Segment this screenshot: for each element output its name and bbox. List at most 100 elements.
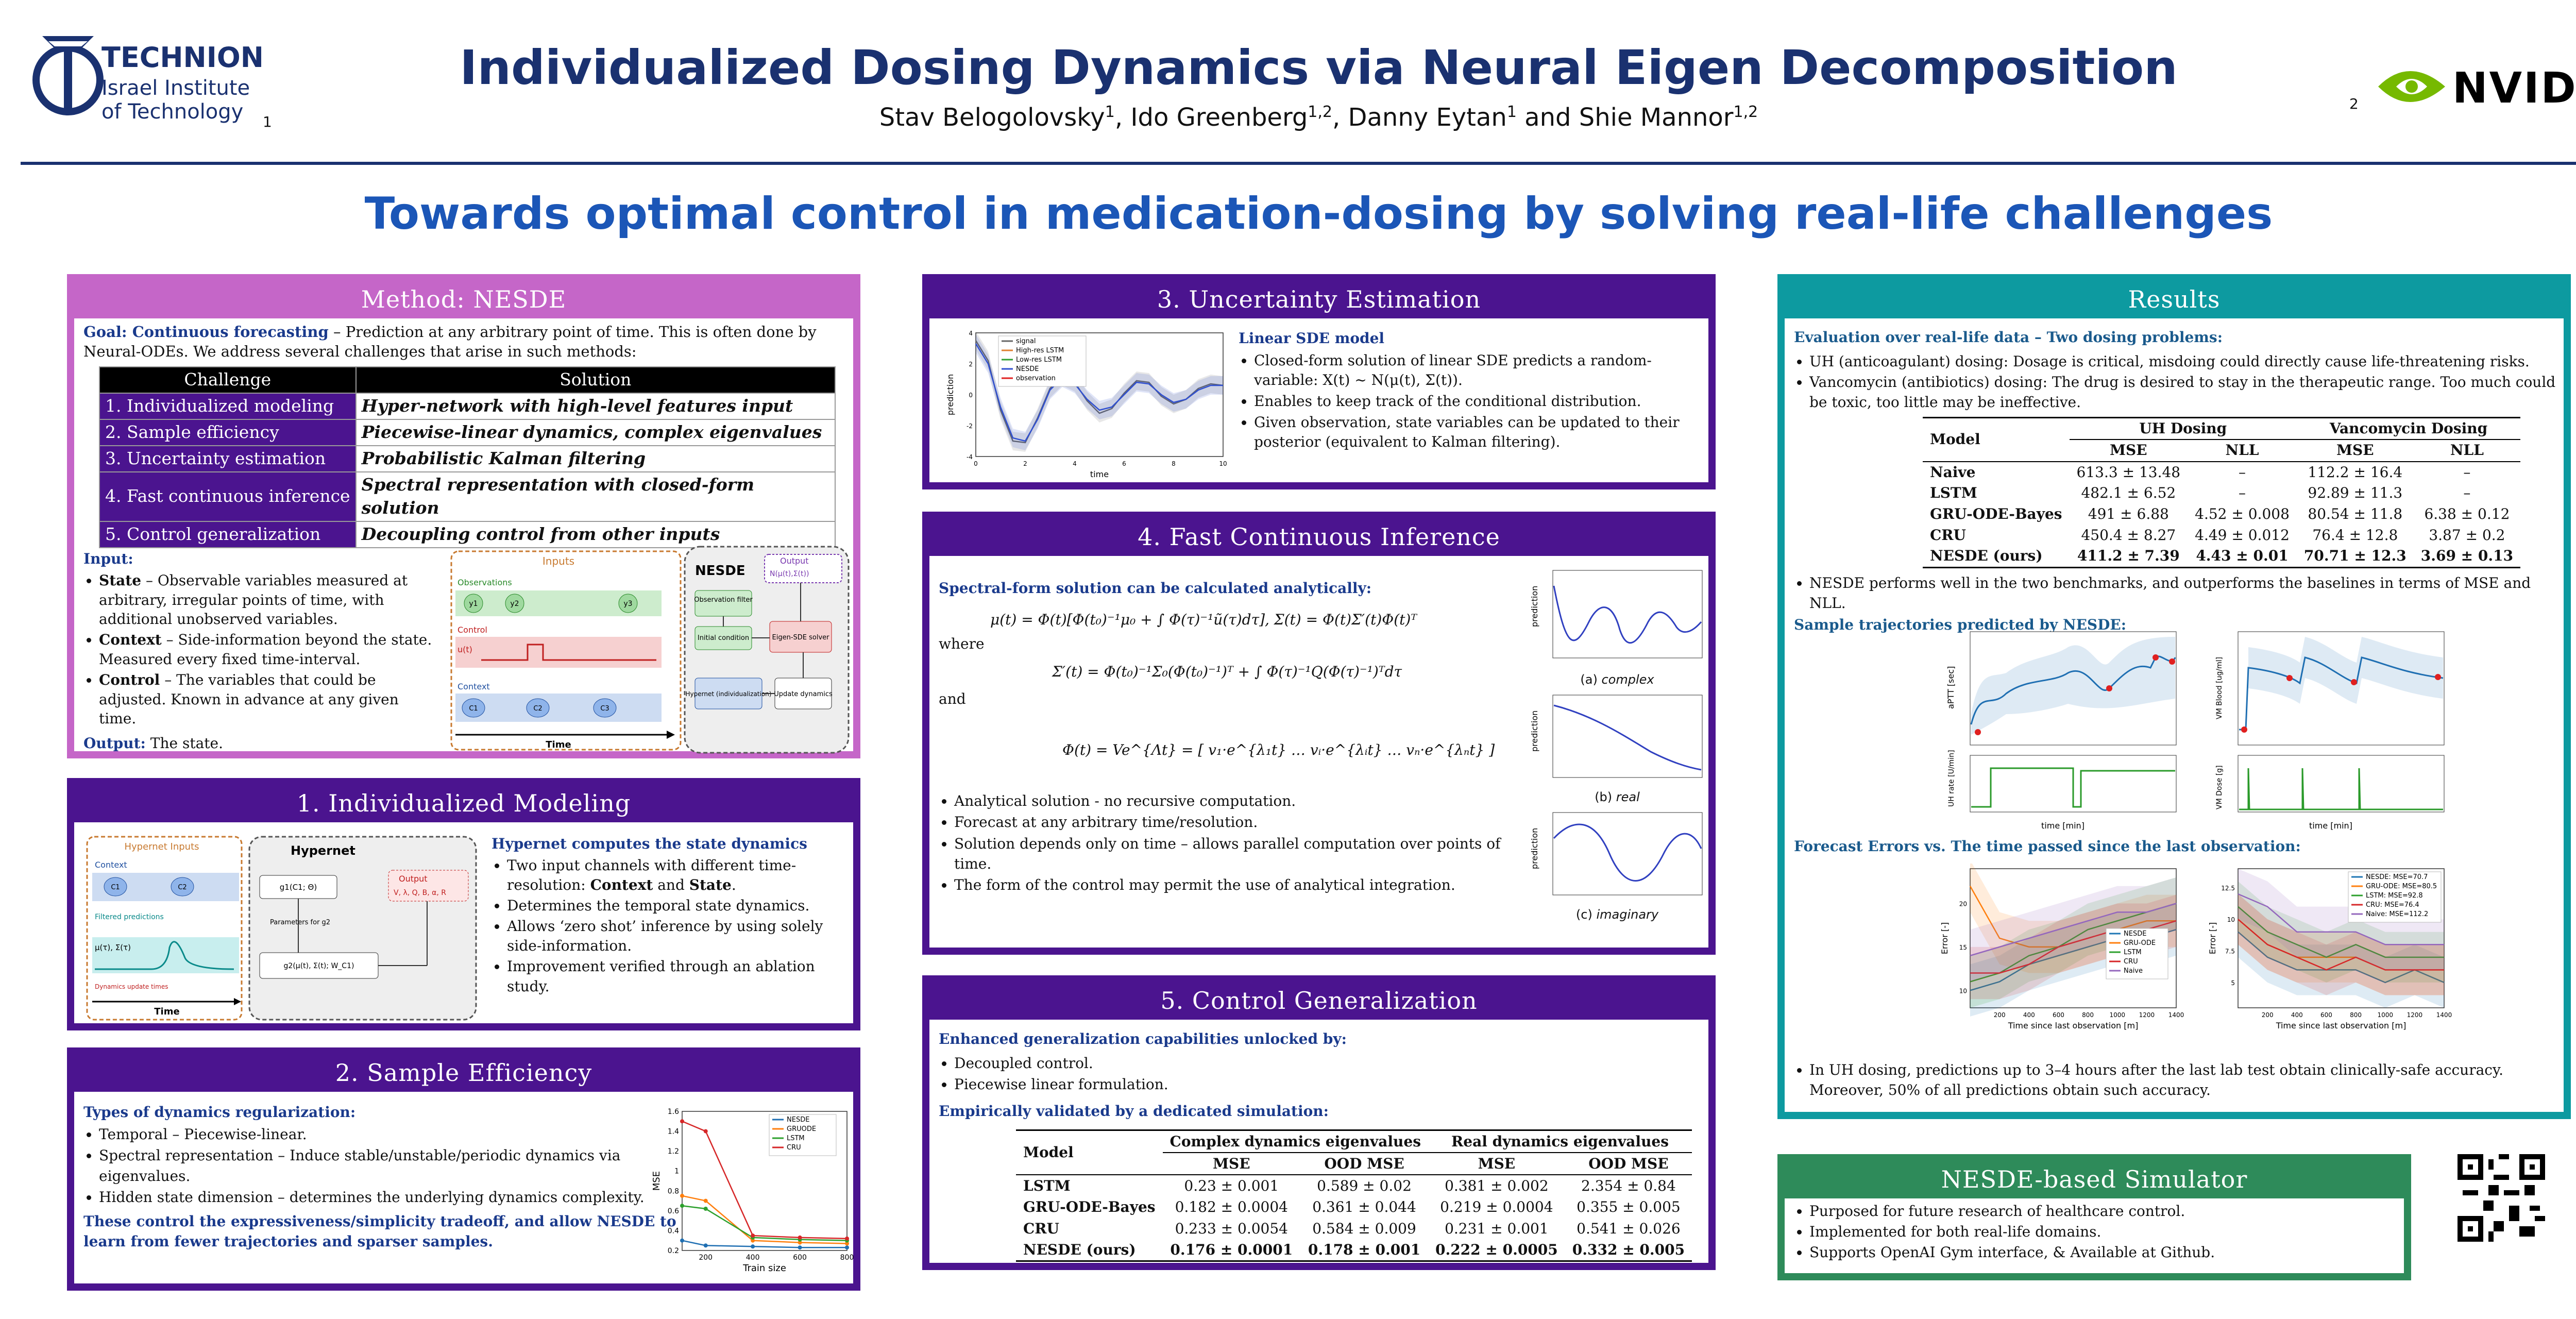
table-cell: 80.54 ± 11.8 xyxy=(2308,505,2403,522)
y-tick-label: 0.6 xyxy=(668,1207,679,1215)
legend-label: Naive xyxy=(2124,967,2143,975)
list-item: Piecewise linear formulation. xyxy=(954,1074,1701,1094)
solution-cell: Spectral representation with closed-form… xyxy=(355,471,836,522)
solution-header: Solution xyxy=(355,366,836,394)
vancomycin-error-chart: 20040060080010001200140057.51012.51517.5… xyxy=(2208,868,2452,1030)
legend-label: CRU xyxy=(787,1144,801,1152)
diagram-c3: C3 xyxy=(600,705,609,713)
table-cell: 0.381 ± 0.002 xyxy=(1445,1177,1549,1195)
bullet-context: Context xyxy=(590,876,653,894)
svg-text:VM Dose [g]: VM Dose [g] xyxy=(2215,765,2224,809)
svg-text:time [min]: time [min] xyxy=(2309,821,2352,831)
list-item: Temporal – Piecewise-linear. xyxy=(99,1124,681,1144)
fast-subhead: Spectral-form solution can be calculated… xyxy=(939,580,1372,597)
data-point xyxy=(703,1243,708,1248)
list-item: Hidden state dimension – determines the … xyxy=(99,1187,681,1207)
series-band xyxy=(976,331,1223,452)
legend-label: LSTM xyxy=(787,1135,805,1142)
table-cell: NESDE (ours) xyxy=(1930,547,2043,565)
list-item: Purposed for future research of healthca… xyxy=(1809,1202,2395,1221)
diagram-observations-label: Observations xyxy=(457,578,512,587)
author-name: Stav Belogolovsky xyxy=(879,103,1105,132)
control-subhead1: Enhanced generalization capabilities unl… xyxy=(939,1030,1347,1047)
diagram-update-dynamics: Update dynamics xyxy=(774,690,833,698)
method-inputs: Input: State – Observable variables meas… xyxy=(83,549,434,753)
table-cell: 0.589 ± 0.02 xyxy=(1317,1177,1412,1195)
hypernet-diagram: Hypernet Inputs Context C1 C2 Filtered p… xyxy=(86,836,477,1021)
table-row: CRU 0.233 ± 0.0054 0.584 ± 0.009 0.231 ± 0.… xyxy=(1016,1218,1692,1239)
results-heading: Results xyxy=(1785,281,2564,318)
series-band xyxy=(1970,894,2176,1000)
data-point xyxy=(798,1240,802,1245)
series-line xyxy=(2238,931,2445,984)
list-item: Supports OpenAI Gym interface, & Availab… xyxy=(1809,1243,2395,1262)
diagram-context: Context xyxy=(95,860,127,870)
y-axis-label: prediction xyxy=(1530,828,1539,869)
x-tick-label: 800 xyxy=(840,1254,854,1262)
table-cell: CRU xyxy=(1930,526,1966,544)
legend-label: observation xyxy=(1016,375,1056,382)
y-tick-label: -4 xyxy=(967,453,973,461)
github-qr-code[interactable] xyxy=(2458,1154,2545,1242)
uh-error-chart: 20040060080010001200140010152025Time sin… xyxy=(1940,864,2184,1030)
table-row: LSTM 482.1 ± 6.52 – 92.89 ± 11.3 – xyxy=(1923,483,2520,504)
table-cell: 76.4 ± 12.8 xyxy=(2312,526,2398,544)
table-cell: LSTM xyxy=(1023,1177,1071,1195)
y-tick-label: 7.5 xyxy=(2225,948,2235,955)
results-panel: Results Evaluation over real-life data –… xyxy=(1777,274,2571,1119)
and-text: and xyxy=(939,690,966,707)
input-term: State xyxy=(99,571,142,589)
data-point xyxy=(703,1129,708,1134)
diagram-filtered: Filtered predictions xyxy=(95,913,164,921)
x-tick-label: 400 xyxy=(746,1254,760,1262)
table-row: NESDE (ours) 411.2 ± 7.39 4.43 ± 0.01 70.71… xyxy=(1923,546,2520,567)
data-point xyxy=(798,1245,802,1250)
table-cell: 92.89 ± 11.3 xyxy=(2308,484,2403,502)
table-cell: 4.52 ± 0.008 xyxy=(2195,505,2290,522)
x-tick-label: 2 xyxy=(1023,460,1027,467)
data-point xyxy=(680,1238,684,1243)
legend-label: GRU-ODE xyxy=(2124,939,2156,947)
series-band xyxy=(1970,877,2176,982)
column-header: Model xyxy=(1930,430,1980,448)
column-header: MSE xyxy=(1478,1155,1516,1172)
diagram-control-label: Control xyxy=(457,625,487,635)
control-results-table: Model Complex dynamics eigenvalues Real dy… xyxy=(1016,1129,1692,1262)
table-row: GRU-ODE-Bayes 0.182 ± 0.0004 0.361 ± 0.044… xyxy=(1016,1196,1692,1217)
list-item: UH (anticoagulant) dosing: Dosage is cri… xyxy=(1809,352,2562,372)
list-item: Decoupled control. xyxy=(954,1053,1701,1073)
table-cell: 0.355 ± 0.005 xyxy=(1577,1198,1681,1216)
y-axis-label: prediction xyxy=(1530,711,1539,752)
diagram-g1: g1(C1; Θ) xyxy=(280,883,317,892)
data-point xyxy=(798,1235,802,1240)
column-header: MSE xyxy=(2336,442,2374,459)
imaginary-example-chart: prediction xyxy=(1530,812,1703,895)
diagram-c1: C1 xyxy=(111,884,120,891)
challenge-cell: 3. Uncertainty estimation xyxy=(99,445,357,472)
list-item: The form of the control may permit the u… xyxy=(954,875,1516,895)
series-line xyxy=(1970,903,2177,983)
y-tick-label: -2 xyxy=(967,422,973,430)
list-item: Solution depends only on time – allows p… xyxy=(954,834,1516,874)
equation-sigma-prime: Σ′(t) = Φ(t₀)⁻¹Σ₀(Φ(t₀)⁻¹)ᵀ + ∫ Φ(τ)⁻¹Q(… xyxy=(1052,663,1402,680)
y-axis-label: MSE xyxy=(651,1171,662,1191)
sample-subhead: Types of dynamics regularization: xyxy=(83,1104,356,1121)
legend-label: GRU-ODE: MSE=80.5 xyxy=(2366,883,2437,890)
series-band xyxy=(976,334,1223,450)
x-tick-label: 200 xyxy=(699,1254,713,1262)
uncertainty-heading: 3. Uncertainty Estimation xyxy=(929,281,1708,318)
challenge-cell: 4. Fast continuous inference xyxy=(99,471,357,522)
legend-label: LSTM xyxy=(2124,949,2142,956)
list-item: Analytical solution - no recursive compu… xyxy=(954,791,1516,811)
author-separator: , xyxy=(1114,103,1131,132)
table-cell: Naive xyxy=(1930,463,1976,481)
y-tick-label: 2 xyxy=(969,361,973,368)
series-line xyxy=(2238,906,2444,958)
results-text: Evaluation over real-life data – Two dos… xyxy=(1794,328,2562,635)
caption-complex: (a) complex xyxy=(1522,672,1713,687)
fast-inference-panel: 4. Fast Continuous Inference Spectral-fo… xyxy=(922,512,1716,955)
list-item: State – Observable variables measured at… xyxy=(99,571,434,629)
diagram-c2: C2 xyxy=(178,884,187,891)
complex-example-chart: prediction xyxy=(1530,570,1703,658)
list-item: Two input channels with different time-r… xyxy=(507,856,852,895)
